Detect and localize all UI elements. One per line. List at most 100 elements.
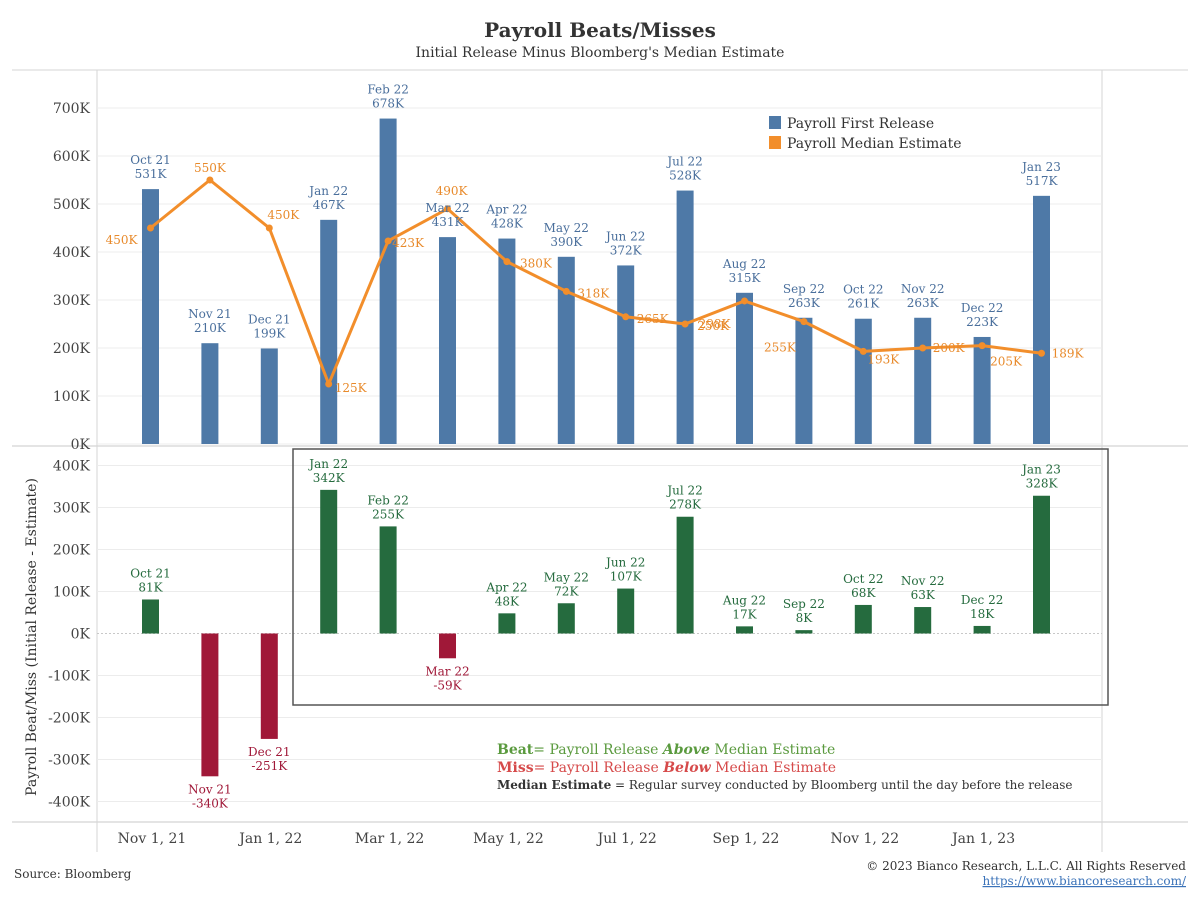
miss-value-label: -251K (251, 759, 288, 773)
x-axis-tick-label: Sep 1, 22 (713, 831, 780, 847)
beat-month-label: Nov 22 (901, 574, 945, 588)
release-month-label: Mar 22 (425, 201, 469, 215)
beat-month-label: Dec 22 (961, 593, 1004, 607)
release-bar (617, 265, 635, 444)
bottom-y-tick-label: -100K (48, 669, 90, 685)
beat-note: Beat= Payroll Release Above Median Estim… (497, 742, 835, 758)
median-note-text: = Regular survey conducted by Bloomberg … (611, 778, 1072, 792)
estimate-point (265, 224, 273, 232)
legend: Payroll First Release Payroll Median Est… (769, 116, 962, 152)
estimate-point (147, 224, 154, 232)
release-month-label: Jan 23 (1020, 160, 1061, 174)
estimate-polyline (149, 178, 1042, 386)
release-value-label: 678K (372, 97, 405, 111)
release-value-label: 223K (966, 315, 999, 329)
estimate-point (978, 342, 986, 350)
website-link[interactable]: https://www.biancoresearch.com/ (982, 874, 1186, 888)
beat-month-label: Jun 22 (604, 556, 645, 570)
beat-bar (1033, 495, 1050, 634)
release-month-label: Jun 22 (604, 229, 645, 243)
release-month-label: Nov 22 (901, 282, 945, 296)
release-bar (201, 343, 219, 444)
median-note: Median Estimate = Regular survey conduct… (497, 778, 1073, 792)
release-value-label: 199K (253, 326, 286, 340)
release-month-label: Jul 22 (665, 155, 702, 169)
estimate-value-label: 193K (867, 352, 900, 366)
miss-bar (439, 633, 456, 659)
release-bar (1033, 195, 1050, 444)
estimate-point (919, 344, 927, 352)
beat-value-label: 328K (1026, 477, 1059, 491)
beat-month-label: Sep 22 (783, 597, 825, 611)
beat-bar (320, 489, 338, 634)
release-value-label: 467K (313, 198, 346, 212)
copyright-text: © 2023 Bianco Research, L.L.C. All Right… (866, 859, 1186, 873)
release-value-label: 390K (550, 235, 583, 249)
estimate-point (741, 297, 748, 305)
miss-bar (260, 633, 278, 739)
release-bar (557, 256, 575, 444)
beat-value-label: 81K (138, 580, 163, 594)
miss-note: Miss= Payroll Release Below Median Estim… (497, 760, 836, 776)
release-bar (142, 189, 159, 444)
beat-month-label: Jan 23 (1020, 463, 1061, 477)
estimate-line (147, 176, 1045, 388)
beat-bar (142, 599, 159, 634)
miss-month-label: Dec 21 (248, 745, 291, 759)
miss-note-emphasis: Below (662, 760, 711, 776)
estimate-point (562, 287, 570, 295)
beat-miss-bars (142, 489, 1050, 777)
miss-month-label: Mar 22 (425, 664, 469, 678)
beat-month-label: May 22 (544, 570, 589, 584)
miss-value-label: -59K (433, 678, 462, 692)
estimate-value-label: 250K (697, 319, 730, 333)
beat-note-text-2: Median Estimate (710, 742, 835, 758)
top-y-tick-label: 100K (53, 389, 91, 405)
beat-note-emphasis: Above (661, 742, 710, 758)
beat-value-label: 63K (911, 588, 936, 602)
x-axis-tick-label: Mar 1, 22 (355, 831, 424, 847)
chart-subtitle: Initial Release Minus Bloomberg's Median… (416, 45, 785, 61)
x-axis-tick-label: Jul 1, 22 (596, 831, 657, 847)
estimate-point (206, 176, 214, 184)
beat-value-label: 18K (970, 607, 995, 621)
release-value-label: 517K (1026, 174, 1059, 188)
bottom-y-tick-label: 200K (53, 543, 91, 559)
beat-month-label: Jul 22 (665, 484, 702, 498)
y-axis-label: Payroll Beat/Miss (Initial Release - Est… (24, 478, 40, 796)
release-bar (320, 219, 338, 444)
release-value-label: 263K (907, 296, 940, 310)
beat-value-label: 68K (851, 586, 876, 600)
bottom-y-tick-labels: -400K -300K -200K -100K 0K 100K 200K 300K 400K (48, 459, 90, 811)
top-y-tick-label: 0K (71, 437, 91, 453)
release-month-label: Nov 21 (188, 307, 232, 321)
release-month-label: Feb 22 (367, 83, 409, 97)
beat-value-label: 342K (313, 471, 346, 485)
beat-value-label: 278K (669, 498, 702, 512)
release-bar (736, 292, 753, 444)
release-value-label: 210K (194, 321, 227, 335)
highlight-box (292, 448, 1109, 706)
beat-bar (914, 607, 932, 634)
release-bar (498, 238, 516, 444)
beat-month-label: Oct 21 (130, 566, 170, 580)
beat-bar (854, 604, 872, 634)
release-month-label: Dec 21 (248, 312, 291, 326)
release-value-label: 528K (669, 169, 702, 183)
estimate-point (681, 320, 689, 328)
beat-bar (795, 630, 813, 634)
beat-note-text-1: = Payroll Release (533, 742, 663, 758)
beat-value-label: 255K (372, 507, 405, 521)
estimate-value-label: 318K (577, 286, 610, 300)
beat-value-label: 17K (732, 607, 757, 621)
release-value-label: 263K (788, 296, 821, 310)
legend-label-estimate: Payroll Median Estimate (787, 136, 962, 152)
legend-label-release: Payroll First Release (787, 116, 934, 132)
release-month-label: Apr 22 (485, 203, 527, 217)
legend-swatch-release (769, 116, 781, 129)
release-value-label: 315K (729, 271, 762, 285)
bottom-y-tick-label: -200K (48, 711, 90, 727)
release-month-label: Oct 22 (843, 283, 883, 297)
